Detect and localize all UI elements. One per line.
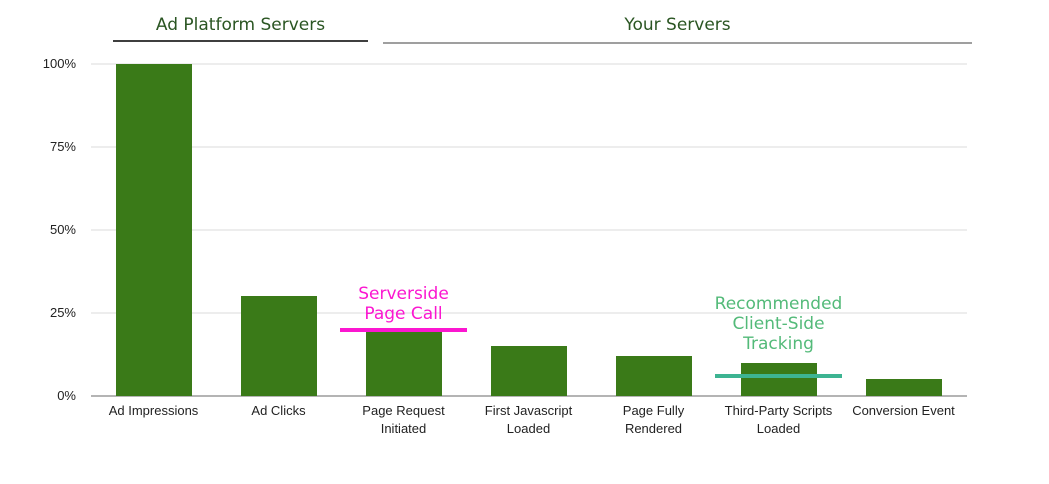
x-tick-label-first-javascript-loaded: First Javascript Loaded <box>484 403 573 436</box>
bar-third-party-scripts-loaded <box>740 362 817 396</box>
y-tick-label-75: 75% <box>49 138 76 154</box>
x-tick-label-page-request-initiated: Page Request Initiated <box>362 403 445 436</box>
bar-page-request-initiated <box>365 329 442 396</box>
annotation-text-line: Client-Side <box>732 314 825 335</box>
x-tick-label-third-party-scripts-loaded: Third-Party Scripts Loaded <box>724 403 833 436</box>
annotation-text-line: Recommended <box>714 294 843 315</box>
y-tick-label-0: 0% <box>57 388 76 403</box>
annotation-text-serverside-page-call: Serverside Page Call <box>294 284 514 324</box>
section-header-ad-platform-servers: Ad Platform Servers <box>113 15 368 35</box>
section-header-your-servers: Your Servers <box>383 15 972 35</box>
annotation-line-serverside-page-call <box>340 327 467 332</box>
bar-ad-clicks <box>240 296 317 396</box>
section-title-your-servers: Your Servers <box>624 15 731 35</box>
section-underline-ad-platform-servers <box>113 40 368 42</box>
annotation-text-line: Serverside <box>358 283 449 304</box>
x-tick-label-ad-clicks: Ad Clicks <box>251 403 306 418</box>
section-underline-your-servers <box>383 42 972 44</box>
section-title-ad-platform-servers: Ad Platform Servers <box>155 15 326 35</box>
x-axis-baseline <box>91 395 967 397</box>
annotation-text-line: Page Call <box>364 303 443 324</box>
bar-ad-impressions <box>115 63 192 396</box>
bar-conversion-event <box>865 379 942 396</box>
x-tick-label-page-fully-rendered: Page Fully Rendered <box>622 403 685 436</box>
y-tick-label-50: 50% <box>49 221 76 237</box>
gridline-25 <box>91 311 967 314</box>
bar-first-javascript-loaded <box>490 346 567 396</box>
gridline-100 <box>91 62 967 65</box>
x-tick-label-ad-impressions: Ad Impressions <box>108 403 199 418</box>
annotation-text-recommended-client-side-tracking: Recommended Client-Side Tracking <box>669 294 889 354</box>
annotation-line-recommended-client-side-tracking <box>715 374 842 379</box>
gridline-75 <box>91 145 967 148</box>
y-tick-label-100: 100% <box>42 55 76 71</box>
y-tick-label-25: 25% <box>49 304 76 320</box>
annotation-text-line: Tracking <box>743 334 814 355</box>
x-tick-label-conversion-event: Conversion Event <box>852 403 955 418</box>
gridline-50 <box>91 228 967 231</box>
bar-page-fully-rendered <box>615 356 692 396</box>
